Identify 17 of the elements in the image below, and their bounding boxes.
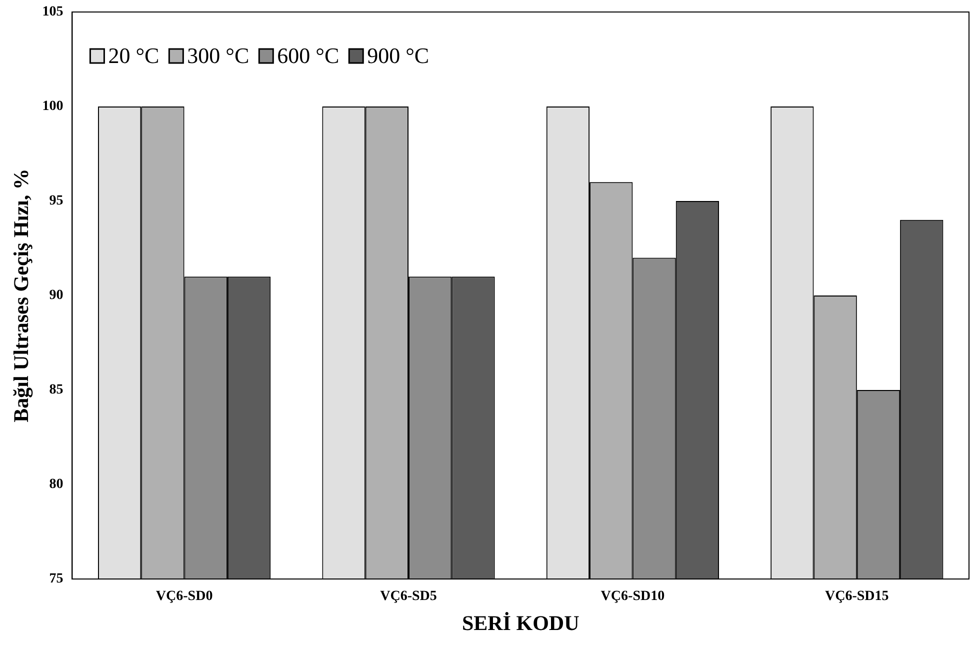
y-tick-label: 95 xyxy=(49,194,64,209)
y-tick-label: 100 xyxy=(42,99,64,114)
legend-label: 900 °C xyxy=(367,42,430,68)
x-axis-title: SERİ KODU xyxy=(462,610,580,635)
x-tick-label: VÇ6-SD15 xyxy=(825,589,889,604)
y-tick-label: 105 xyxy=(42,4,64,20)
y-tick-label: 90 xyxy=(49,288,64,304)
x-tick-label: VÇ6-SD10 xyxy=(600,589,665,604)
x-tick-label: VÇ6-SD0 xyxy=(156,589,213,604)
y-axis-title: Bağıl Ultrases Geçiş Hızı, % xyxy=(9,168,34,422)
x-tick-label: VÇ6-SD5 xyxy=(380,589,437,604)
legend-label: 600 °C xyxy=(277,42,340,68)
y-tick-label: 85 xyxy=(49,382,64,398)
legend-label: 20 °C xyxy=(108,42,160,68)
y-tick-label: 80 xyxy=(49,477,64,492)
legend-label: 300 °C xyxy=(187,42,250,68)
y-tick-label: 75 xyxy=(49,572,64,587)
